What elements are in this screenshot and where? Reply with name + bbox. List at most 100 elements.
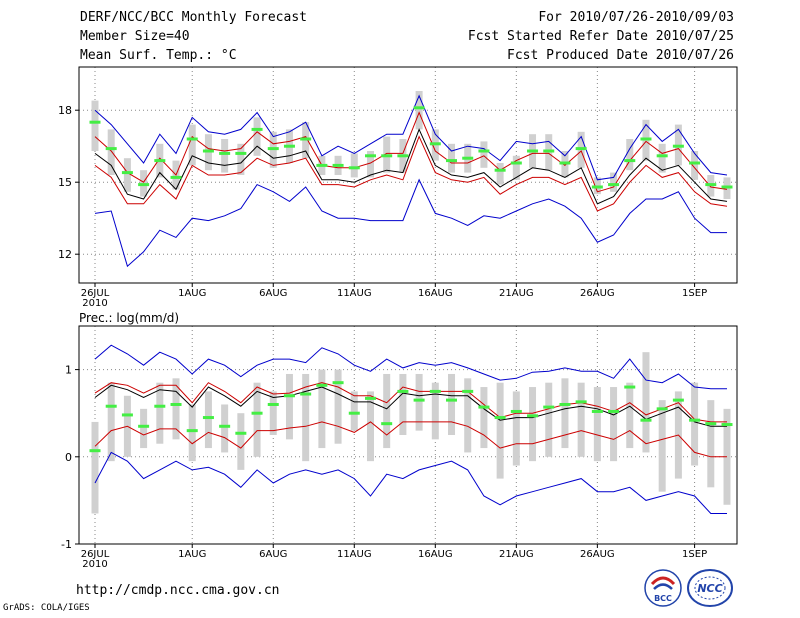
ensemble-bar bbox=[464, 378, 472, 453]
ensemble-bar bbox=[626, 382, 634, 449]
ensemble-bar bbox=[448, 373, 456, 435]
ncc-logo: NCC bbox=[687, 569, 733, 607]
ensemble-bar bbox=[658, 143, 666, 173]
member-size: Member Size=40 bbox=[80, 29, 190, 44]
x-tick-label: 26AUG bbox=[580, 549, 615, 560]
min-line bbox=[94, 451, 727, 514]
ensemble-bar bbox=[658, 400, 666, 492]
ensemble-bar bbox=[399, 373, 407, 435]
ensemble-bar bbox=[221, 404, 229, 453]
bcc-logo-text: BCC bbox=[654, 594, 672, 603]
x-tick-label: 16AUG bbox=[418, 288, 453, 299]
ensemble-bar bbox=[140, 408, 148, 449]
spread-low-line bbox=[94, 421, 727, 458]
x-tick-label: 21AUG bbox=[499, 288, 534, 299]
x-tick-label: 16AUG bbox=[418, 549, 453, 560]
ensemble-bar bbox=[253, 382, 261, 457]
ensemble-bar bbox=[366, 391, 374, 462]
x-tick-label: 1SEP bbox=[682, 288, 707, 299]
x-tick-label: 1AUG bbox=[178, 549, 206, 560]
ensemble-bar bbox=[691, 151, 699, 180]
ensemble-bar bbox=[350, 153, 358, 178]
ensemble-bar bbox=[642, 352, 650, 453]
ensemble-bar bbox=[366, 151, 374, 178]
ensemble-bar bbox=[480, 387, 488, 449]
ensemble-bar bbox=[269, 391, 277, 435]
x-tick-sublabel: 2010 bbox=[82, 559, 107, 570]
ensemble-bar bbox=[383, 373, 391, 449]
ensemble-bar bbox=[691, 382, 699, 466]
website-url[interactable]: http://cmdp.ncc.cma.gov.cn bbox=[76, 583, 280, 598]
chart-title: DERF/NCC/BCC Monthly Forecast bbox=[80, 10, 307, 25]
ensemble-bar bbox=[237, 413, 245, 470]
x-tick-label: 21AUG bbox=[499, 549, 534, 560]
y-tick-label: 15 bbox=[58, 176, 72, 189]
ensemble-bar bbox=[529, 387, 537, 462]
plot-frame bbox=[78, 66, 738, 284]
y-tick-label: 18 bbox=[58, 104, 72, 117]
x-tick-label: 1SEP bbox=[682, 549, 707, 560]
ensemble-bar bbox=[302, 373, 310, 462]
y-tick-label: -1 bbox=[61, 538, 72, 551]
ensemble-bar bbox=[415, 91, 423, 130]
ensemble-bar bbox=[415, 373, 423, 431]
ensemble-bar bbox=[350, 391, 358, 431]
ensemble-bar bbox=[237, 143, 245, 175]
ensemble-bar bbox=[204, 391, 212, 449]
plot-frame bbox=[78, 325, 738, 545]
mean-line bbox=[94, 128, 728, 205]
ensemble-bar bbox=[577, 382, 585, 457]
ensemble-bar bbox=[512, 155, 520, 180]
ensemble-bar bbox=[512, 391, 520, 466]
ensemble-bar bbox=[172, 378, 180, 440]
forecast-start-date: Fcst Started Refer Date 2010/07/25 bbox=[467, 29, 734, 44]
y-tick-label: 1 bbox=[65, 364, 72, 377]
ensemble-bar bbox=[610, 172, 618, 192]
bcc-logo: BCC bbox=[644, 569, 682, 607]
max-line bbox=[94, 94, 728, 181]
x-tick-label: 26JUL bbox=[81, 549, 110, 560]
ensemble-bar bbox=[156, 382, 164, 444]
ensemble-bar bbox=[91, 100, 99, 151]
ensemble-bar bbox=[107, 382, 115, 462]
spread-low-line bbox=[94, 135, 728, 212]
ensemble-bar bbox=[188, 124, 196, 166]
ensemble-bar bbox=[448, 143, 456, 173]
forecast-period: For 2010/07/26-2010/09/03 bbox=[538, 10, 734, 25]
x-tick-label: 11AUG bbox=[337, 288, 372, 299]
x-tick-label: 6AUG bbox=[259, 288, 287, 299]
ensemble-bar bbox=[610, 387, 618, 462]
temperature-label: Mean Surf. Temp.: °C bbox=[80, 48, 237, 63]
ensemble-bar bbox=[334, 369, 342, 444]
x-tick-label: 26AUG bbox=[580, 288, 615, 299]
min-line bbox=[94, 178, 727, 268]
x-tick-label: 6AUG bbox=[259, 549, 287, 560]
x-tick-label: 1AUG bbox=[178, 288, 206, 299]
ensemble-bar bbox=[253, 117, 261, 156]
mean-line bbox=[94, 384, 727, 427]
precipitation-label: Prec.: log(mm/d) bbox=[79, 311, 179, 325]
ensemble-bar bbox=[188, 404, 196, 462]
ensemble-bar bbox=[496, 382, 504, 479]
ensemble-bar bbox=[431, 382, 439, 440]
spread-high-line bbox=[94, 382, 727, 423]
y-tick-label: 0 bbox=[65, 451, 72, 464]
forecast-produced-date: Fcst Produced Date 2010/07/26 bbox=[507, 48, 734, 63]
ensemble-bar bbox=[496, 163, 504, 185]
x-tick-label: 11AUG bbox=[337, 549, 372, 560]
ensemble-bar bbox=[545, 382, 553, 457]
ensemble-bar bbox=[221, 139, 229, 173]
ensemble-bar bbox=[107, 129, 115, 175]
ensemble-bar bbox=[480, 141, 488, 168]
x-tick-label: 26JUL bbox=[81, 288, 110, 299]
ensemble-bar bbox=[561, 378, 569, 449]
ensemble-bar bbox=[91, 421, 99, 514]
spread-high-line bbox=[94, 111, 728, 193]
ncc-logo-text: NCC bbox=[697, 582, 722, 595]
y-tick-label: 12 bbox=[58, 248, 72, 261]
grads-credit: GrADS: COLA/IGES bbox=[3, 603, 90, 613]
ensemble-bar bbox=[285, 373, 293, 440]
